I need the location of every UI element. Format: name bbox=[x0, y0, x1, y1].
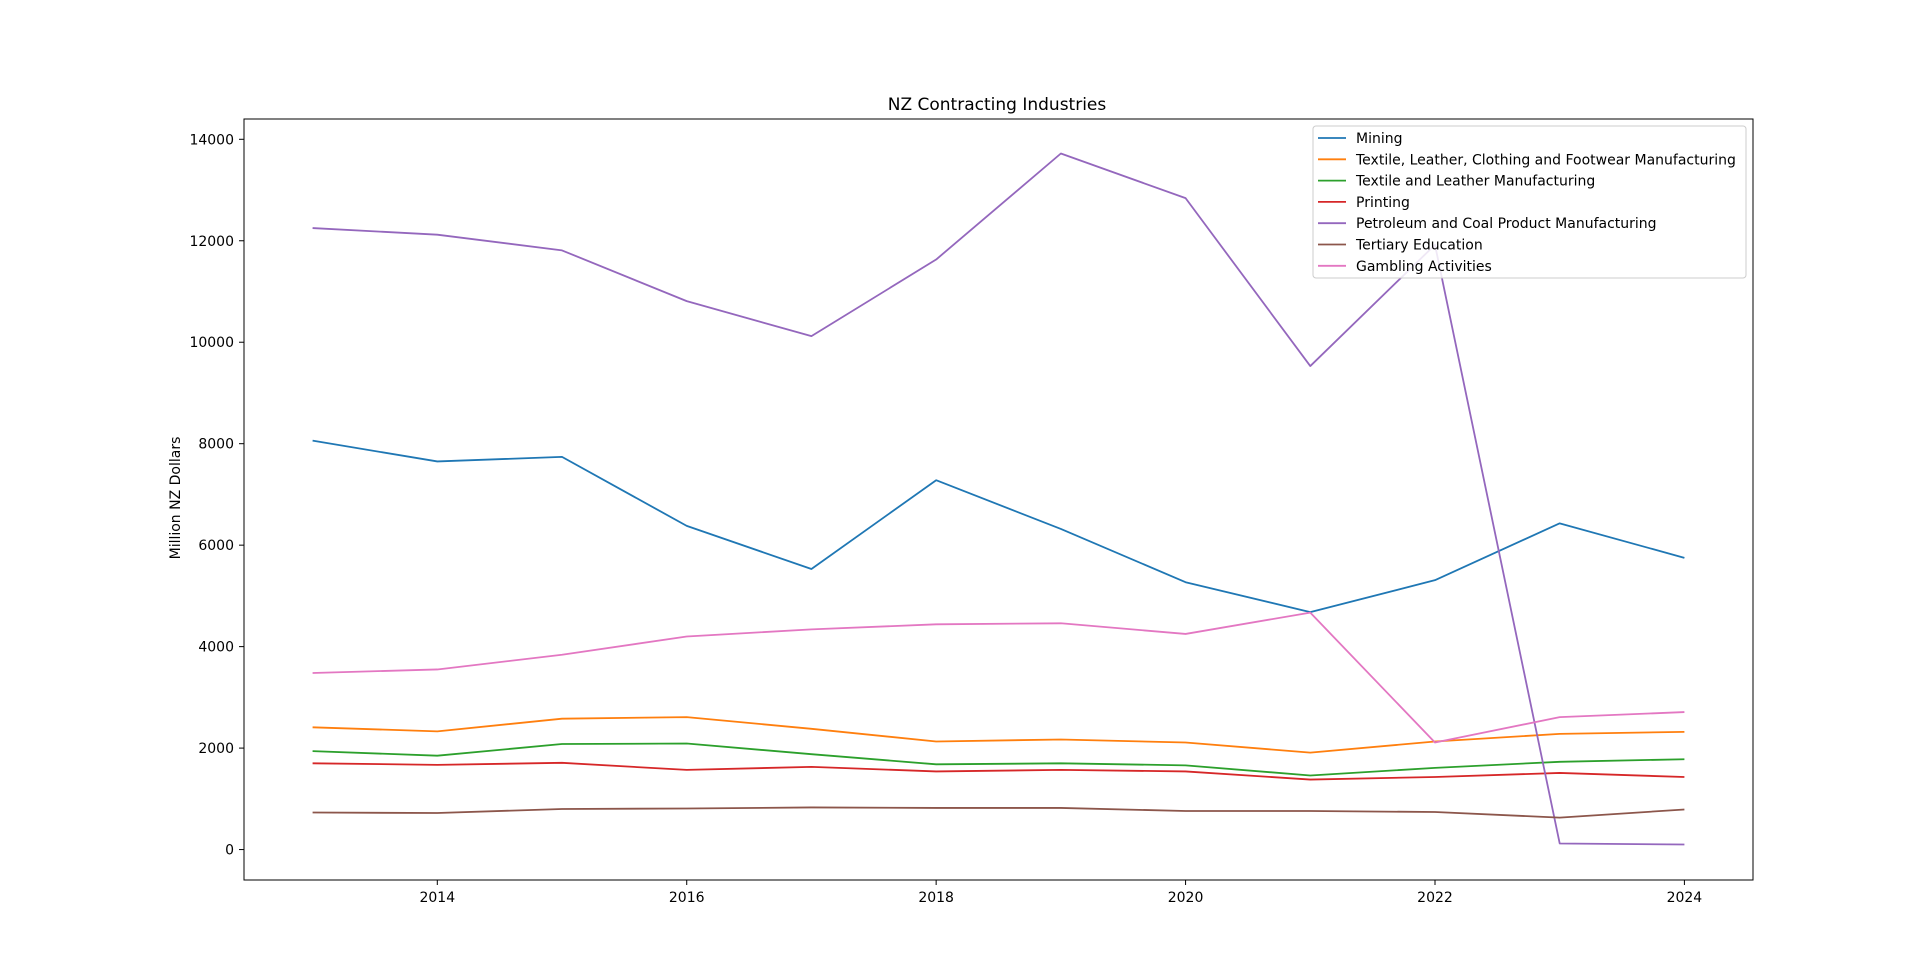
y-axis-label: Million NZ Dollars bbox=[168, 437, 184, 560]
y-tick-label: 14000 bbox=[189, 132, 234, 148]
legend-box bbox=[1312, 125, 1747, 279]
y-tick-label: 6000 bbox=[198, 538, 234, 554]
plot-lines bbox=[312, 152, 1685, 846]
legend-label-3: Printing bbox=[1356, 195, 1410, 211]
y-tick-label: 12000 bbox=[189, 234, 234, 250]
x-tick-label: 2018 bbox=[918, 890, 954, 906]
legend-items: Mining Textile, Leather, Clothing and Foo… bbox=[1318, 131, 1736, 275]
x-tick-label: 2022 bbox=[1417, 890, 1453, 906]
series-line-4 bbox=[312, 152, 1685, 846]
y-tick-label: 0 bbox=[225, 843, 234, 859]
y-tick-label: 10000 bbox=[189, 335, 234, 351]
x-axis: 2014 2016 2018 2020 2022 2024 bbox=[419, 880, 1702, 906]
series-line-0 bbox=[312, 439, 1685, 614]
legend: Mining Textile, Leather, Clothing and Foo… bbox=[1312, 125, 1747, 279]
y-tick-label: 4000 bbox=[198, 640, 234, 656]
plot-frame bbox=[243, 118, 1754, 881]
x-tick-label: 2016 bbox=[669, 890, 705, 906]
legend-label-0: Mining bbox=[1356, 131, 1403, 147]
legend-label-6: Gambling Activities bbox=[1356, 259, 1492, 275]
series-line-3 bbox=[312, 761, 1685, 781]
legend-label-4: Petroleum and Coal Product Manufacturing bbox=[1356, 216, 1657, 232]
x-tick-label: 2020 bbox=[1168, 890, 1204, 906]
legend-label-2: Textile and Leather Manufacturing bbox=[1355, 174, 1595, 190]
y-tick-label: 2000 bbox=[198, 741, 234, 757]
chart-title: NZ Contracting Industries bbox=[888, 95, 1107, 115]
series-line-2 bbox=[312, 742, 1685, 777]
y-axis: 0 2000 4000 6000 8000 10000 12000 14000 bbox=[189, 132, 244, 859]
series-line-1 bbox=[312, 716, 1685, 754]
x-tick-label: 2014 bbox=[419, 890, 455, 906]
legend-label-5: Tertiary Education bbox=[1355, 238, 1483, 254]
x-tick-label: 2024 bbox=[1667, 890, 1703, 906]
series-line-6 bbox=[312, 611, 1685, 744]
series-line-5 bbox=[312, 806, 1685, 819]
legend-label-1: Textile, Leather, Clothing and Footwear … bbox=[1355, 152, 1736, 168]
y-tick-label: 8000 bbox=[198, 437, 234, 453]
